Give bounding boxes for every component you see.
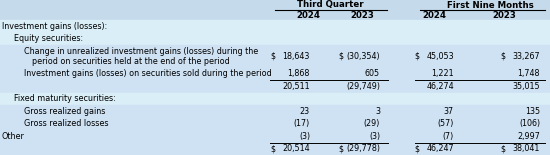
Text: 18,643: 18,643: [283, 52, 310, 61]
Text: $: $: [338, 144, 343, 153]
Text: (29): (29): [364, 119, 380, 128]
Text: (29,778): (29,778): [346, 144, 380, 153]
Text: 1,868: 1,868: [288, 69, 310, 78]
Text: $: $: [500, 52, 505, 61]
Text: 46,247: 46,247: [426, 144, 454, 153]
Text: Equity securities:: Equity securities:: [14, 34, 83, 43]
Text: 20,514: 20,514: [282, 144, 310, 153]
Bar: [0, 105, 550, 117]
Text: (3): (3): [369, 132, 380, 141]
Text: 38,041: 38,041: [513, 144, 540, 153]
Text: 605: 605: [365, 69, 380, 78]
Text: 3: 3: [375, 107, 380, 116]
Text: 33,267: 33,267: [513, 52, 540, 61]
Text: 35,015: 35,015: [513, 82, 540, 91]
Text: $: $: [500, 144, 505, 153]
Bar: [0, 130, 550, 142]
Text: 45,053: 45,053: [426, 52, 454, 61]
Text: (29,749): (29,749): [346, 82, 380, 91]
Text: Fixed maturity securities:: Fixed maturity securities:: [14, 94, 116, 103]
Text: Investment gains (losses) on securities sold during the period: Investment gains (losses) on securities …: [24, 69, 272, 78]
Text: $: $: [414, 52, 419, 61]
Bar: [0, 45, 550, 67]
Text: Gross realized gains: Gross realized gains: [24, 107, 106, 116]
Text: Investment gains (losses):: Investment gains (losses):: [2, 22, 107, 31]
Bar: [0, 142, 550, 155]
Text: Change in unrealized investment gains (losses) during the: Change in unrealized investment gains (l…: [24, 47, 258, 56]
Text: $: $: [270, 52, 275, 61]
Text: (17): (17): [294, 119, 310, 128]
Bar: [0, 93, 550, 105]
Bar: [0, 33, 550, 45]
Text: (57): (57): [438, 119, 454, 128]
Text: Other: Other: [2, 132, 25, 141]
Text: 2024: 2024: [296, 11, 320, 20]
Text: 46,274: 46,274: [426, 82, 454, 91]
Text: 2024: 2024: [422, 11, 446, 20]
Bar: [0, 0, 550, 20]
Bar: [0, 80, 550, 93]
Text: (3): (3): [299, 132, 310, 141]
Text: 20,511: 20,511: [282, 82, 310, 91]
Text: Third Quarter: Third Quarter: [296, 0, 364, 9]
Text: First Nine Months: First Nine Months: [447, 0, 534, 9]
Text: $: $: [414, 144, 419, 153]
Text: 2,997: 2,997: [517, 132, 540, 141]
Text: 37: 37: [444, 107, 454, 116]
Text: $: $: [270, 144, 275, 153]
Text: (7): (7): [443, 132, 454, 141]
Text: period on securities held at the end of the period: period on securities held at the end of …: [32, 57, 230, 66]
Text: 1,748: 1,748: [518, 69, 540, 78]
Bar: [0, 20, 550, 33]
Text: 2023: 2023: [350, 11, 374, 20]
Text: 1,221: 1,221: [431, 69, 454, 78]
Text: (106): (106): [519, 119, 540, 128]
Text: (30,354): (30,354): [346, 52, 380, 61]
Text: 2023: 2023: [492, 11, 516, 20]
Text: 23: 23: [300, 107, 310, 116]
Bar: [0, 117, 550, 130]
Text: $: $: [338, 52, 343, 61]
Text: 135: 135: [525, 107, 540, 116]
Text: Gross realized losses: Gross realized losses: [24, 119, 108, 128]
Bar: [0, 67, 550, 80]
